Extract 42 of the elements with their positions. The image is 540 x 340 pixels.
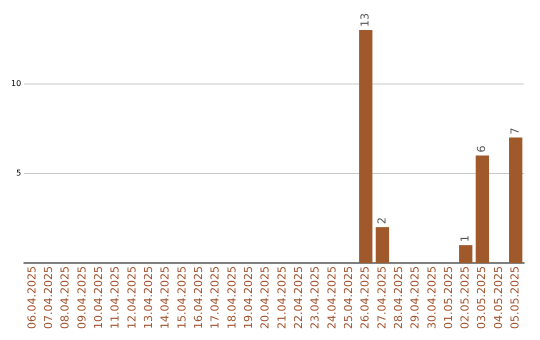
- bar: [376, 227, 390, 264]
- x-tick-label: 03.05.2025: [475, 266, 488, 330]
- x-tick-label: 30.04.2025: [425, 266, 438, 330]
- data-label: 2: [375, 217, 388, 224]
- x-tick-label: 11.04.2025: [108, 266, 122, 330]
- x-tick-label: 24.04.2025: [325, 266, 338, 330]
- data-label: 13: [358, 13, 372, 27]
- x-tick-label: 02.05.2025: [458, 266, 472, 330]
- x-tick-label: 26.04.2025: [358, 266, 372, 330]
- x-tick-label: 19.04.2025: [242, 266, 255, 330]
- x-tick-label: 20.04.2025: [258, 266, 272, 330]
- data-label: 1: [458, 235, 472, 242]
- x-tick-label: 10.04.2025: [92, 266, 106, 330]
- x-tick-label: 01.05.2025: [442, 266, 455, 330]
- data-label: 6: [475, 145, 488, 152]
- x-tick-label: 18.04.2025: [225, 266, 238, 330]
- bar: [509, 138, 522, 264]
- x-tick-label: 23.04.2025: [308, 266, 322, 330]
- x-tick-label: 08.04.2025: [58, 266, 72, 330]
- y-tick-label: 10: [10, 78, 22, 88]
- x-tick-label: 21.04.2025: [275, 266, 288, 330]
- x-tick-label: 25.04.2025: [342, 266, 355, 330]
- y-tick-label: 5: [16, 168, 22, 178]
- x-tick-label: 07.04.2025: [42, 266, 56, 330]
- x-tick-label: 27.04.2025: [375, 266, 388, 330]
- x-tick-label: 06.04.2025: [25, 266, 38, 330]
- x-tick-label: 22.04.2025: [292, 266, 305, 330]
- x-tick-label: 16.04.2025: [192, 266, 205, 330]
- x-tick-label: 12.04.2025: [125, 266, 138, 330]
- x-tick-label: 13.04.2025: [142, 266, 155, 330]
- x-tick-label: 28.04.2025: [392, 266, 405, 330]
- x-tick-label: 14.04.2025: [158, 266, 172, 330]
- x-tick-label: 05.05.2025: [508, 266, 522, 330]
- x-tick-label: 04.05.2025: [492, 266, 505, 330]
- x-tick-label: 17.04.2025: [208, 266, 222, 330]
- bar: [476, 155, 490, 264]
- bar: [359, 30, 372, 264]
- x-tick-label: 09.04.2025: [75, 266, 88, 330]
- x-tick-label: 29.04.2025: [408, 266, 422, 330]
- bar: [459, 245, 472, 264]
- data-label: 7: [508, 128, 522, 135]
- x-tick-label: 15.04.2025: [175, 266, 188, 330]
